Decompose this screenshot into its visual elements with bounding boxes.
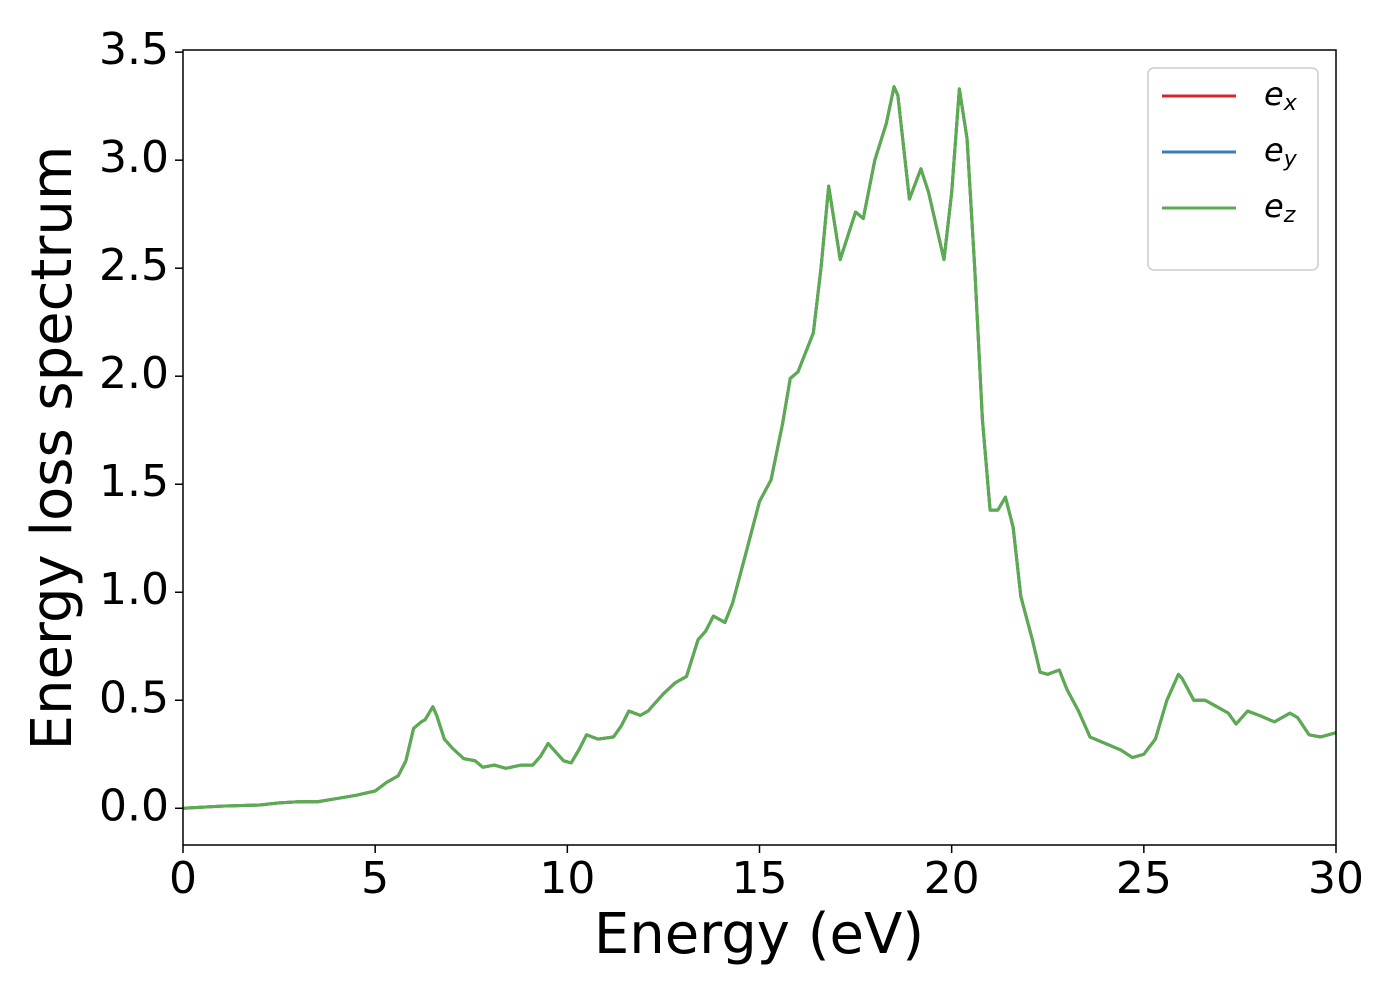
y-tick-label: 3.5	[99, 24, 169, 75]
y-tick-label: 3.0	[99, 132, 169, 183]
x-tick-label: 10	[539, 853, 595, 904]
x-tick-label: 30	[1308, 853, 1364, 904]
x-tick-label: 20	[924, 853, 980, 904]
line-series	[182, 85, 1337, 810]
y-axis-label: Energy loss spectrum	[20, 146, 85, 751]
legend-box	[1147, 67, 1319, 271]
legend-label: ez	[1264, 187, 1296, 228]
plot-frame	[182, 49, 1337, 846]
y-tick-label: 1.0	[99, 564, 169, 615]
y-tick-label: 2.0	[99, 348, 169, 399]
legend-label: ey	[1264, 131, 1298, 172]
y-tick-label: 2.5	[99, 240, 169, 291]
x-tick-label: 15	[732, 853, 788, 904]
x-tick-label: 5	[361, 853, 389, 904]
y-tick-label: 0.5	[99, 672, 169, 723]
legend: ex ey ez	[1147, 67, 1319, 271]
legend-label: ex	[1264, 75, 1298, 116]
x-axis-label: Energy (eV)	[594, 902, 924, 967]
x-tick-label: 25	[1116, 853, 1172, 904]
x-tick-label: 0	[169, 853, 197, 904]
y-tick-label: 1.5	[99, 456, 169, 507]
y-tick-label: 0.0	[99, 780, 169, 831]
